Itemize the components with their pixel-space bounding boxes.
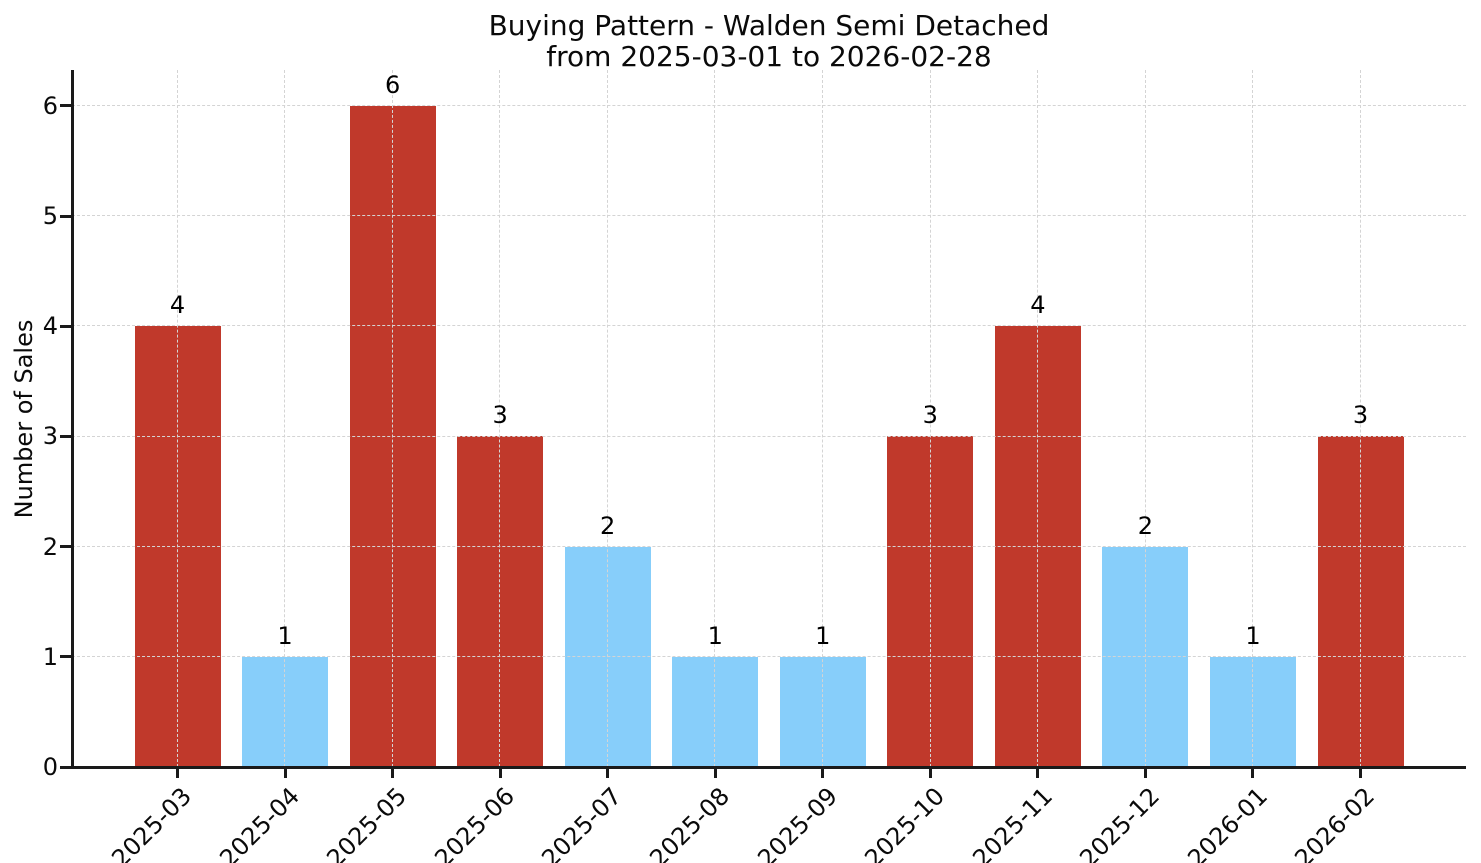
y-tick-label-6: 6 (42, 91, 58, 120)
value-label-2026-01: 1 (1245, 621, 1261, 650)
x-tick-mark-2025-11 (1036, 767, 1040, 778)
gridline-vertical-2025-04 (284, 70, 286, 767)
x-tick-mark-2025-07 (606, 767, 610, 778)
x-axis-spine (70, 765, 1466, 769)
x-tick-mark-2025-10 (928, 767, 932, 778)
value-label-2026-02: 3 (1352, 401, 1369, 430)
gridline-vertical-2025-03 (176, 70, 178, 767)
value-label-2025-05: 6 (384, 70, 401, 99)
y-tick-mark-0 (60, 765, 72, 769)
x-tick-mark-2025-09 (821, 767, 825, 778)
x-tick-mark-2026-01 (1251, 767, 1255, 778)
gridline-horizontal-6 (72, 105, 1466, 107)
chart-title-line1: Buying Pattern - Walden Semi Detached (488, 9, 1050, 42)
gridline-horizontal-3 (72, 435, 1466, 437)
gridline-horizontal-2 (72, 545, 1466, 547)
value-label-2025-08: 1 (707, 621, 723, 650)
y-tick-label-1: 1 (42, 642, 58, 671)
x-tick-label-2026-02: 2026-02 (1289, 782, 1381, 863)
gridline-vertical-2025-05 (391, 70, 393, 767)
x-tick-label-2025-09: 2025-09 (751, 782, 843, 863)
gridline-vertical-2025-07 (606, 70, 608, 767)
gridline-horizontal-4 (72, 325, 1466, 327)
x-tick-label-2026-01: 2026-01 (1182, 782, 1273, 863)
x-tick-label-2025-04: 2025-04 (214, 782, 305, 863)
x-tick-label-2025-07: 2025-07 (536, 782, 628, 863)
gridline-vertical-2025-11 (1037, 70, 1039, 767)
x-tick-mark-2025-05 (391, 767, 395, 778)
x-tick-mark-2025-03 (176, 767, 179, 778)
y-axis-label: Number of Sales (10, 319, 38, 519)
x-tick-label-2025-05: 2025-05 (321, 782, 413, 863)
gridline-vertical-2025-12 (1144, 70, 1146, 767)
gridline-vertical-2025-10 (929, 70, 931, 767)
gridline-horizontal-1 (72, 656, 1466, 658)
x-tick-label-2025-08: 2025-08 (644, 782, 736, 863)
y-axis-spine (70, 70, 74, 767)
x-tick-label-2025-06: 2025-06 (429, 782, 520, 863)
y-tick-label-0: 0 (42, 753, 58, 781)
y-tick-mark-3 (60, 434, 72, 438)
y-tick-label-5: 5 (42, 202, 58, 230)
x-tick-mark-2025-04 (283, 767, 287, 778)
chart-title: Buying Pattern - Walden Semi Detached fr… (72, 10, 1466, 72)
value-label-2025-11: 4 (1030, 291, 1046, 320)
gridline-vertical-2025-06 (499, 70, 501, 767)
y-tick-label-4: 4 (42, 312, 58, 341)
x-tick-label-2025-12: 2025-12 (1074, 782, 1166, 863)
plot-area: 0 1 2 3 4 5 6 4 2025-03 1 2025-04 6 2025-05 3 2025-06 2… (43, 70, 1466, 863)
gridline-vertical-2026-02 (1359, 70, 1361, 767)
y-tick-mark-4 (60, 324, 72, 328)
y-tick-label-2: 2 (42, 532, 58, 561)
gridline-vertical-2025-08 (714, 70, 716, 767)
value-label-2025-06: 3 (492, 401, 508, 430)
value-label-2025-04: 1 (277, 621, 293, 650)
y-tick-mark-5 (60, 214, 72, 218)
y-tick-mark-2 (60, 545, 72, 549)
x-tick-mark-2025-08 (713, 767, 717, 778)
value-label-2025-03: 4 (169, 291, 186, 320)
gridline-vertical-2025-09 (822, 70, 824, 767)
value-label-2025-10: 3 (922, 401, 938, 430)
value-label-2025-12: 2 (1137, 511, 1154, 540)
x-tick-mark-2025-06 (498, 767, 502, 778)
y-tick-label-3: 3 (42, 422, 58, 451)
y-tick-mark-6 (60, 104, 72, 108)
x-tick-label-2025-10: 2025-10 (859, 782, 951, 863)
value-label-2025-07: 2 (600, 511, 616, 540)
x-tick-label-2025-11: 2025-11 (966, 782, 1058, 863)
x-tick-mark-2025-12 (1143, 767, 1147, 778)
x-tick-mark-2026-02 (1359, 767, 1362, 778)
gridline-horizontal-5 (72, 215, 1466, 217)
y-tick-mark-1 (60, 655, 72, 659)
value-label-2025-09: 1 (815, 621, 831, 650)
chart-title-line2: from 2025-03-01 to 2026-02-28 (546, 40, 992, 73)
x-tick-label-2025-03: 2025-03 (106, 782, 198, 863)
gridline-vertical-2026-01 (1252, 70, 1254, 767)
